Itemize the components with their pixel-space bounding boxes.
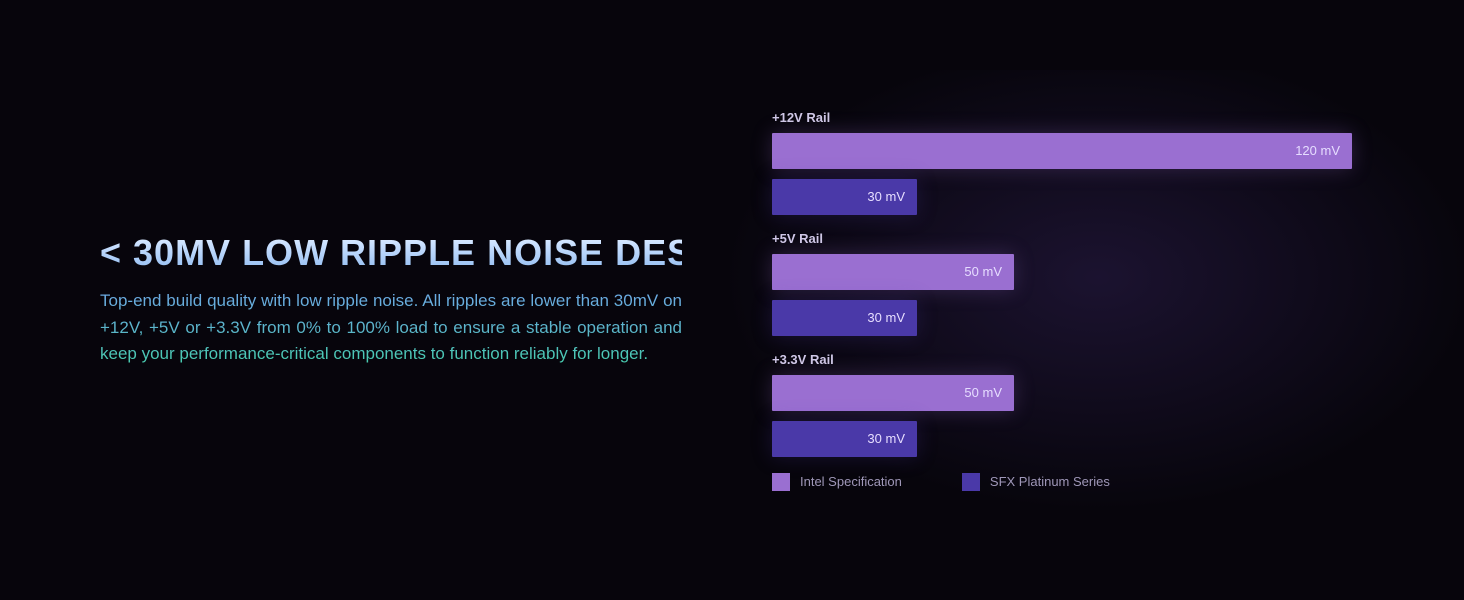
description: Top-end build quality with low ripple no… (100, 288, 682, 367)
ripple-bar-chart: +12V Rail120 mV30 mV+5V Rail50 mV30 mV+3… (772, 110, 1384, 491)
bar-value-label: 30 mV (867, 431, 905, 446)
legend-label: Intel Specification (800, 474, 902, 489)
bar-sfx: 30 mV (772, 179, 917, 215)
chart-panel: +12V Rail120 mV30 mV+5V Rail50 mV30 mV+3… (732, 110, 1464, 491)
text-panel: < 30MV LOW RIPPLE NOISE DESIGN Top-end b… (0, 232, 732, 367)
bar-sfx: 30 mV (772, 421, 917, 457)
rail-group: +5V Rail 50 mV 30 mV (772, 231, 1384, 336)
rail-label: +12V Rail (772, 110, 1384, 125)
rail-group: +3.3V Rail 50 mV 30 mV (772, 352, 1384, 457)
rail-group: +12V Rail 120 mV 30 mV (772, 110, 1384, 215)
bar-value-label: 50 mV (964, 264, 1002, 279)
legend-swatch (962, 473, 980, 491)
headline: < 30MV LOW RIPPLE NOISE DESIGN (100, 232, 682, 274)
legend: Intel Specification SFX Platinum Series (772, 473, 1384, 491)
bar-value-label: 30 mV (867, 189, 905, 204)
legend-item: SFX Platinum Series (962, 473, 1110, 491)
rail-label: +5V Rail (772, 231, 1384, 246)
legend-swatch (772, 473, 790, 491)
bar-value-label: 30 mV (867, 310, 905, 325)
bar-intel: 50 mV (772, 375, 1014, 411)
bar-value-label: 120 mV (1295, 143, 1340, 158)
bar-value-label: 50 mV (964, 385, 1002, 400)
bar-intel: 50 mV (772, 254, 1014, 290)
bar-intel: 120 mV (772, 133, 1352, 169)
rail-label: +3.3V Rail (772, 352, 1384, 367)
legend-label: SFX Platinum Series (990, 474, 1110, 489)
legend-item: Intel Specification (772, 473, 902, 491)
bar-sfx: 30 mV (772, 300, 917, 336)
page-root: < 30MV LOW RIPPLE NOISE DESIGN Top-end b… (0, 0, 1464, 600)
